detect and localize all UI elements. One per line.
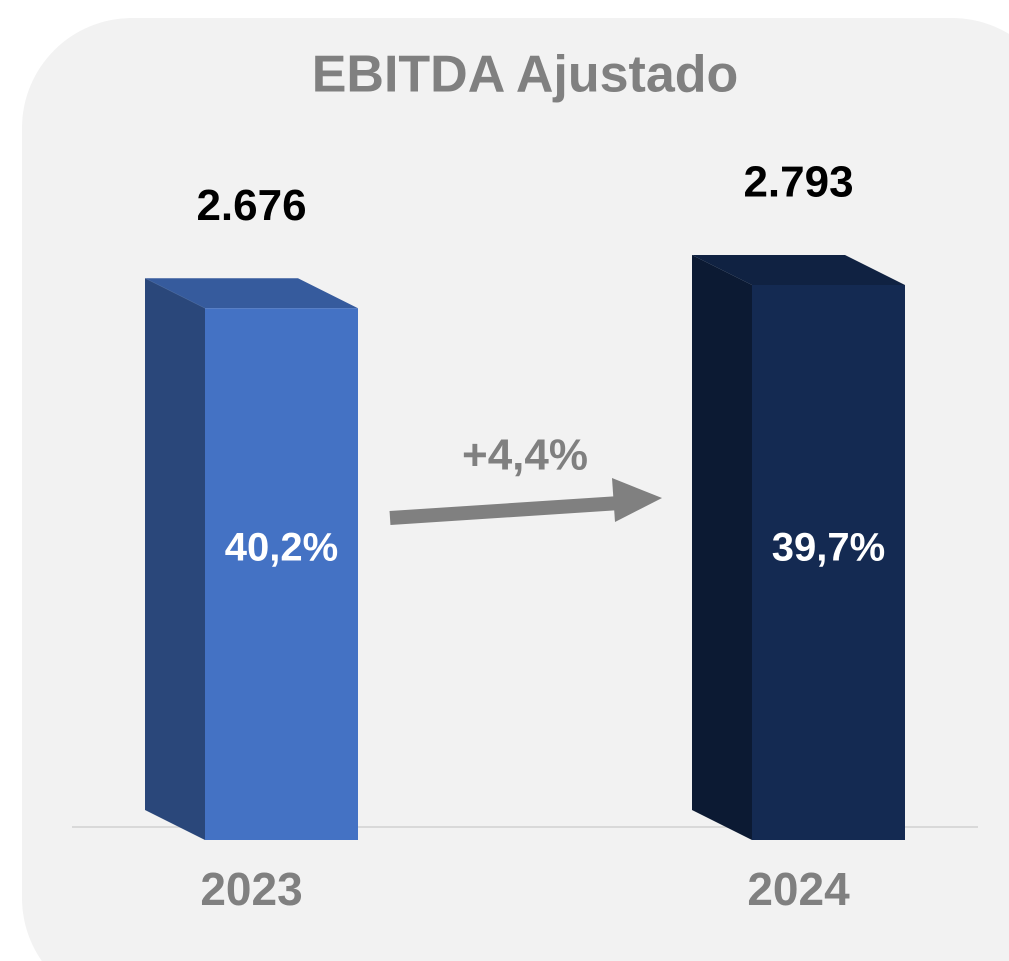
arrow-shaft: [389, 496, 621, 525]
bar-side: [145, 278, 205, 840]
bar-top: [145, 278, 358, 309]
margin-label: 40,2%: [225, 526, 338, 570]
chart-title: EBITDA Ajustado: [312, 46, 739, 104]
value-label: 2.676: [196, 181, 306, 230]
bar-side: [692, 255, 752, 840]
x-tick-label: 2024: [747, 863, 850, 915]
annotation: +4,4%: [462, 431, 588, 480]
margin-label: 39,7%: [772, 526, 885, 570]
arrow-head: [612, 478, 662, 522]
bar: [752, 285, 905, 840]
bar: [205, 308, 358, 840]
x-tick-label: 2023: [200, 863, 302, 915]
bar-top: [692, 255, 905, 285]
value-label: 2.793: [743, 158, 853, 207]
